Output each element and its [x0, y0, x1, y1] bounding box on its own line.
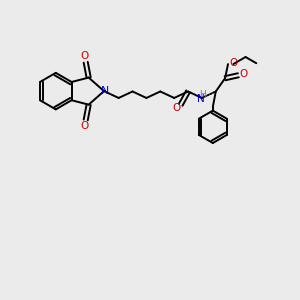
- Text: O: O: [239, 69, 248, 79]
- Text: N: N: [197, 94, 205, 103]
- Text: O: O: [172, 103, 180, 113]
- Text: O: O: [81, 121, 89, 131]
- Text: O: O: [81, 51, 89, 62]
- Text: N: N: [100, 86, 109, 96]
- Text: H: H: [199, 90, 206, 99]
- Text: O: O: [230, 58, 238, 68]
